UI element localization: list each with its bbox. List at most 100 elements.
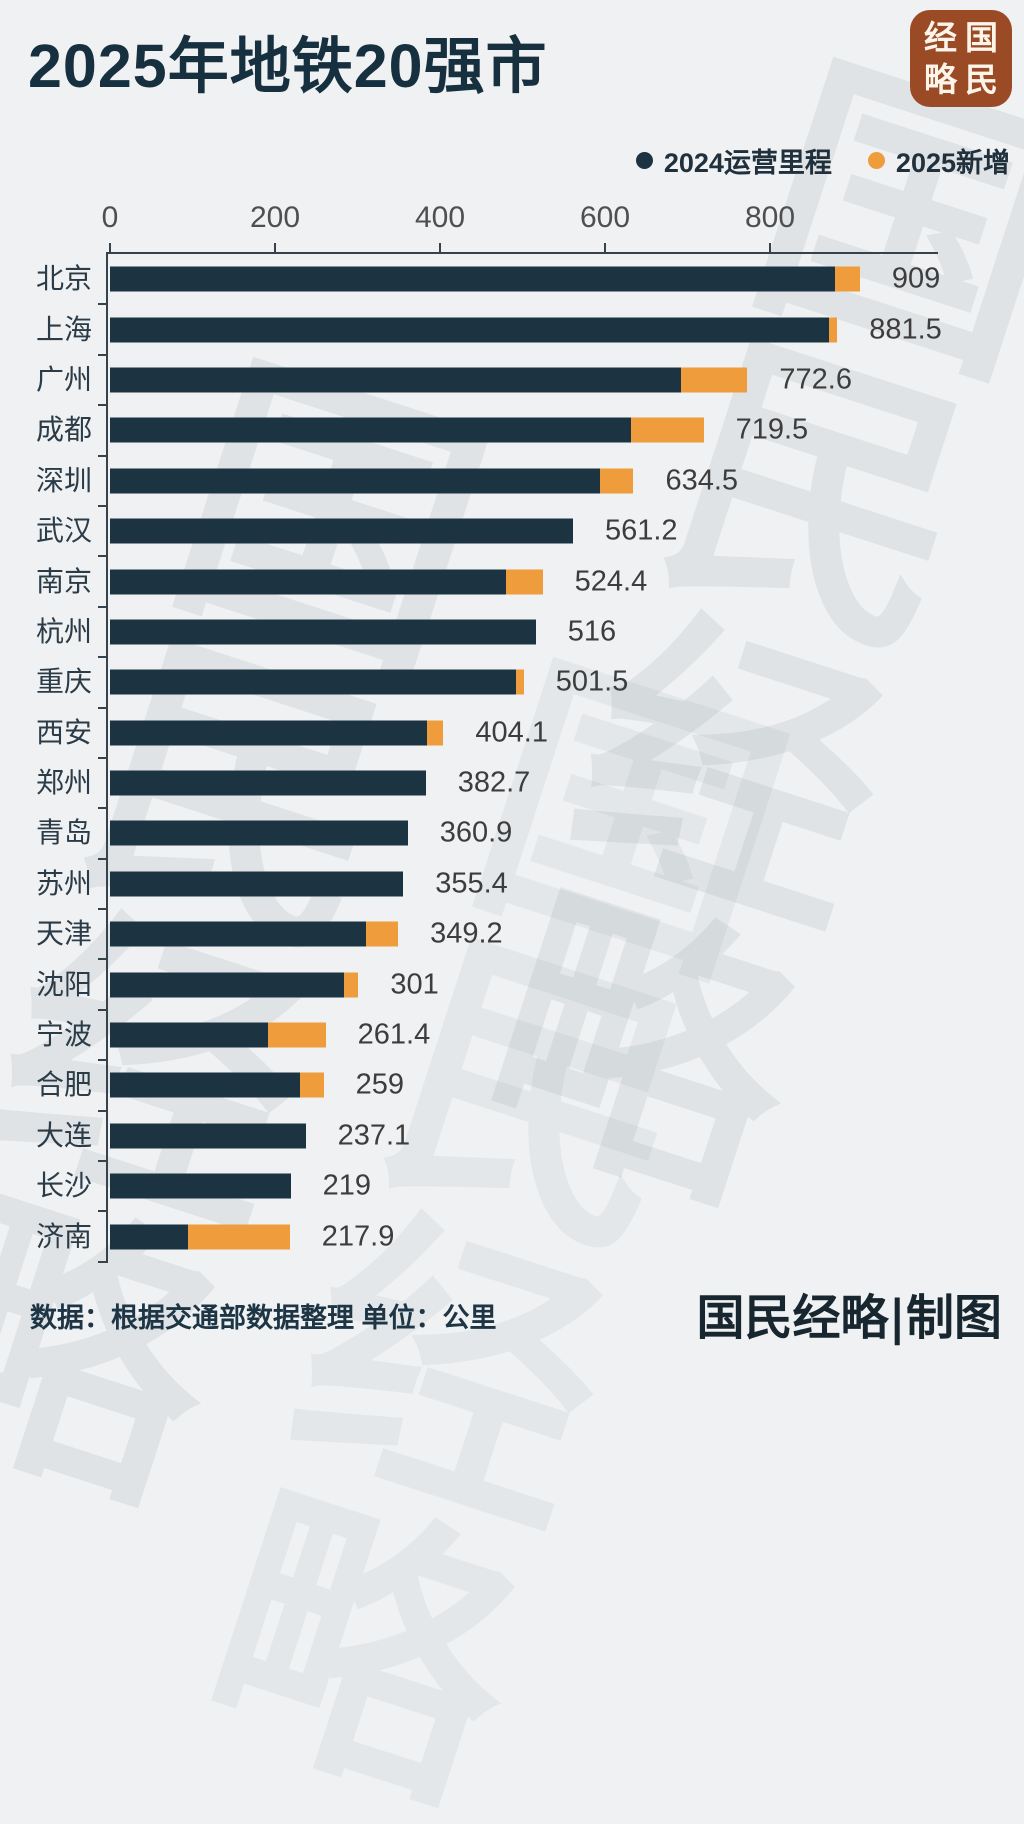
value-label: 501.5 [555, 665, 629, 698]
bar-2024 [110, 972, 345, 998]
data-source-note: 数据：根据交通部数据整理 单位：公里 [30, 1303, 497, 1333]
city-label: 深圳 [35, 464, 92, 496]
value-label: 909 [891, 262, 941, 295]
chart-legend: 2024运营里程 2025新增 [635, 141, 1010, 180]
chart-row: 沈阳 301 [0, 959, 1024, 1012]
logo-char: 略 [924, 59, 957, 99]
bar-track: 355.4 [98, 858, 1024, 911]
value-label: 772.6 [779, 363, 852, 396]
chart-row: 合肥 259 [0, 1060, 1024, 1113]
logo-char: 国 [965, 17, 998, 57]
bar-2025-new [835, 266, 860, 292]
bar-2024 [110, 518, 573, 544]
bar-2025-new [299, 1072, 324, 1098]
bar-2024 [110, 1224, 188, 1250]
x-tick-label: 600 [579, 201, 631, 234]
bar-2024 [110, 367, 681, 393]
bar-2024 [110, 1123, 306, 1149]
bar-2025-new [365, 921, 399, 947]
chart-row: 苏州 355.4 [0, 858, 1024, 911]
x-tick-mark [109, 243, 111, 254]
x-tick-label: 0 [101, 201, 119, 234]
x-tick-mark [604, 243, 606, 254]
value-label: 217.9 [321, 1220, 395, 1253]
x-axis-line [106, 252, 938, 254]
bar-2025-new [268, 1022, 326, 1048]
bar-track: 237.1 [98, 1110, 1024, 1163]
value-label: 561.2 [604, 514, 678, 547]
credit-signature: 国民经略|制图 [696, 1290, 1002, 1346]
bar-2024 [110, 720, 427, 746]
logo-char: 民 [965, 59, 998, 99]
city-label: 广州 [35, 363, 92, 395]
bar-2024 [110, 417, 631, 443]
bar-track: 261.4 [98, 1009, 1024, 1062]
bar-track: 524.4 [98, 556, 1024, 609]
chart-row: 济南 217.9 [0, 1211, 1024, 1264]
value-label: 355.4 [435, 867, 508, 900]
bar-track: 349.2 [98, 909, 1024, 961]
bar-track: 561.2 [98, 505, 1024, 558]
chart-row: 北京 909 [0, 254, 1024, 306]
value-label: 516 [567, 615, 617, 648]
bar-2025-new [187, 1224, 290, 1250]
bar-2024 [110, 569, 506, 595]
value-label: 219 [322, 1169, 372, 1202]
bar-2025-new [680, 367, 748, 393]
chart-row: 重庆 501.5 [0, 657, 1024, 709]
bar-2024 [110, 1173, 291, 1199]
city-label: 重庆 [35, 666, 92, 698]
x-tick-label: 200 [249, 201, 301, 234]
bar-2025-new [630, 417, 704, 443]
legend-label: 2025新增 [895, 148, 1010, 178]
bar-2024 [110, 1072, 300, 1098]
x-axis: 0 200 400 600 800 [102, 196, 1024, 254]
chart-row: 郑州 382.7 [0, 757, 1024, 810]
legend-dot-2024-icon [635, 152, 653, 169]
city-label: 宁波 [35, 1019, 92, 1051]
city-label: 西安 [35, 716, 92, 748]
chart-row: 青岛 360.9 [0, 808, 1024, 861]
bar-track: 909 [98, 254, 1024, 306]
bar-2024 [110, 820, 408, 846]
bar-2025-new [426, 720, 444, 746]
chart-row: 深圳 634.5 [0, 455, 1024, 508]
value-label: 261.4 [357, 1018, 431, 1051]
city-label: 杭州 [35, 615, 92, 647]
value-label: 719.5 [735, 413, 809, 446]
city-label: 合肥 [35, 1069, 92, 1101]
city-label: 成都 [35, 414, 92, 446]
chart-row: 西安 404.1 [0, 707, 1024, 760]
bar-track: 634.5 [98, 455, 1024, 508]
chart-row: 杭州 516 [0, 606, 1024, 659]
bar-2025-new [344, 972, 359, 998]
bar-track: 501.5 [98, 657, 1024, 709]
value-label: 237.1 [337, 1119, 411, 1152]
chart-row: 宁波 261.4 [0, 1009, 1024, 1062]
x-tick-mark [439, 243, 441, 254]
bar-track: 516 [98, 606, 1024, 659]
chart-row: 大连 237.1 [0, 1110, 1024, 1163]
value-label: 881.5 [869, 313, 942, 346]
city-label: 北京 [35, 263, 92, 295]
value-label: 524.4 [574, 565, 648, 598]
chart-row: 广州 772.6 [0, 354, 1024, 407]
value-label: 301 [390, 968, 439, 1001]
bar-track: 259 [98, 1060, 1024, 1113]
value-label: 349.2 [430, 917, 503, 950]
bar-track: 719.5 [98, 405, 1024, 457]
bar-2024 [110, 871, 404, 897]
city-label: 济南 [35, 1220, 92, 1252]
bar-2024 [110, 468, 601, 494]
chart-row: 天津 349.2 [0, 909, 1024, 961]
bar-2024 [110, 266, 836, 292]
city-label: 沈阳 [35, 968, 92, 1000]
city-label: 天津 [35, 918, 92, 950]
city-label: 青岛 [35, 817, 92, 849]
bar-track: 772.6 [98, 354, 1024, 407]
bar-track: 219 [98, 1161, 1024, 1213]
chart: 0 200 400 600 800 北京 909 上海 881.5 广州 772.6 成都 719.5… [0, 196, 1024, 1264]
value-label: 382.7 [457, 766, 531, 799]
legend-label: 2024运营里程 [663, 148, 832, 178]
bar-track: 360.9 [98, 808, 1024, 861]
